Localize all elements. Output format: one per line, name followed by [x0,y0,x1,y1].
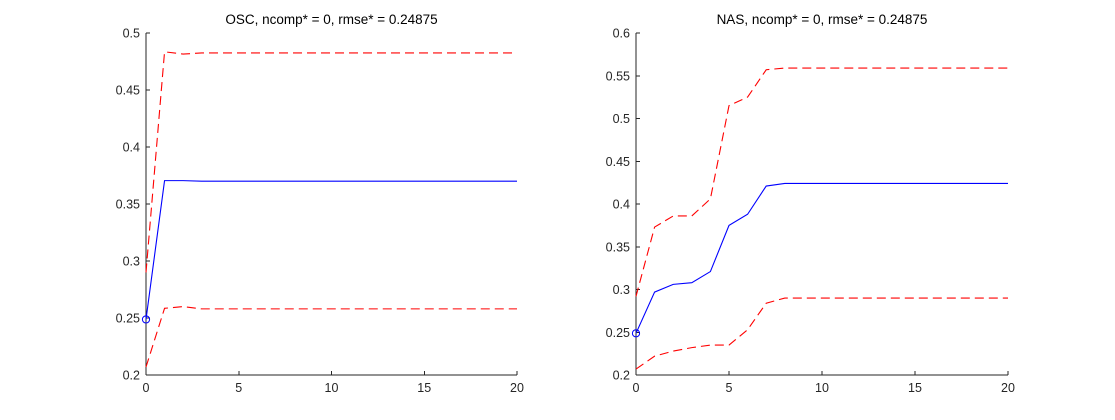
nas-chart-panel: NAS, ncomp* = 0, rmse* = 0.24875 0 5 10 15 2… [606,12,1015,395]
plot-area: 0 5 10 15 20 0.2 0.25 0.3 0.35 0.4 0.45 0.5 0.55 0.6 [606,27,1015,396]
chart-title: NAS, ncomp* = 0, rmse* = 0.24875 [717,12,928,27]
x-tick-label: 10 [325,381,339,395]
x-tick-label: 15 [908,381,922,395]
osc-chart-panel: OSC, ncomp* = 0, rmse* = 0.24875 0 5 10 15 2… [116,12,524,395]
y-tick-label: 0.25 [606,326,630,340]
y-tick-label: 0.3 [613,283,630,297]
y-tick-label: 0.35 [606,240,630,254]
x-tick-label: 5 [235,381,242,395]
y-tick-label: 0.45 [606,155,630,169]
y-tick-label: 0.2 [613,369,630,383]
y-tick-label: 0.5 [123,27,140,41]
plot-area: 0 5 10 15 20 0.2 0.25 0.3 0.35 0.4 0.45 0.5 [116,27,524,396]
y-tick-label: 0.6 [613,27,630,41]
y-tick-label: 0.4 [613,198,630,212]
x-tick-label: 0 [143,381,150,395]
y-tick-label: 0.2 [123,369,140,383]
lower-series-line [635,297,1008,370]
chart-title: OSC, ncomp* = 0, rmse* = 0.24875 [225,12,437,27]
y-tick-label: 0.35 [116,198,140,212]
x-tick-label: 0 [633,381,640,395]
y-tick-label: 0.25 [116,312,140,326]
y-tick-label: 0.55 [606,69,630,83]
lower-series-line [145,306,517,368]
y-tick-label: 0.5 [613,112,630,126]
mean-series-line [635,182,1008,334]
optimum-marker [631,329,641,338]
x-tick-label: 20 [510,381,524,395]
x-tick-label: 5 [726,381,733,395]
optimum-marker [141,315,151,324]
y-tick-label: 0.3 [123,255,140,269]
y-tick-label: 0.4 [123,141,140,155]
upper-series-line [635,67,1008,297]
y-tick-label: 0.45 [116,84,140,98]
x-tick-label: 15 [417,381,431,395]
mean-series-line [145,180,517,320]
x-tick-label: 20 [1001,381,1015,395]
upper-series-line [145,51,517,273]
x-tick-label: 10 [815,381,829,395]
